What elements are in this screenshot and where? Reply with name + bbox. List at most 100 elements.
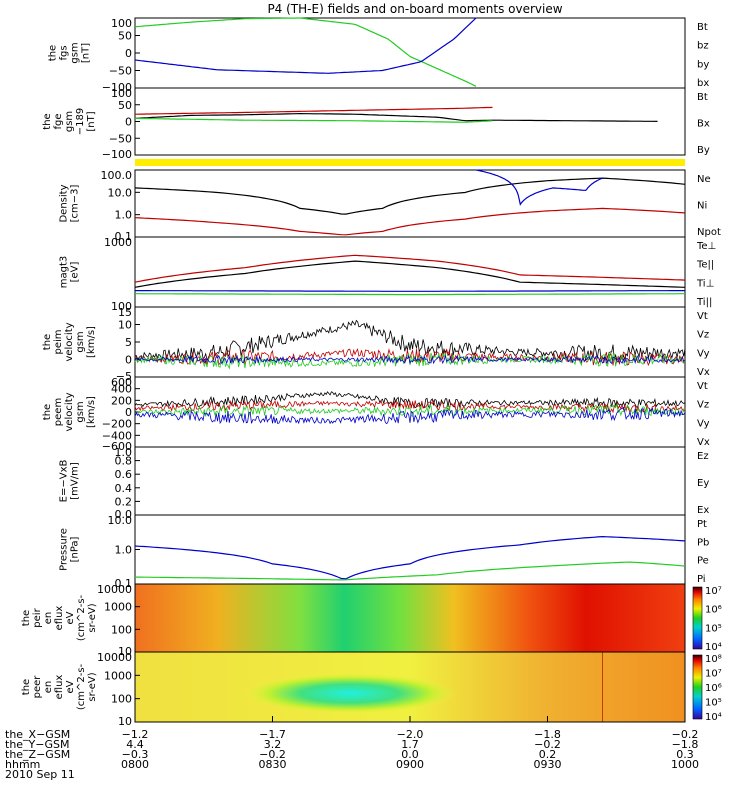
x-row-value: −0.2 bbox=[534, 738, 561, 751]
x-row-value: −0.2 bbox=[259, 748, 286, 761]
legend-entry: Ex bbox=[697, 505, 709, 516]
series-Te⊥ bbox=[134, 254, 686, 283]
y-tick-label: −400 bbox=[102, 429, 132, 442]
series-Ti⊥ bbox=[135, 290, 685, 292]
legend-entry: Vz bbox=[697, 330, 709, 341]
y-tick-label: 0.2 bbox=[115, 495, 133, 508]
y-tick-label: 1.0 bbox=[115, 446, 133, 459]
y-tick-label: 1000 bbox=[104, 236, 132, 249]
y-tick-label: −50 bbox=[109, 65, 132, 78]
panel-9: 10⁸ 10⁷ 10⁶ 10⁵ 10⁴ 10000 1000 100 10 thepeerenef… bbox=[21, 651, 722, 728]
y-axis-label: thefgsgsm[nT] bbox=[48, 42, 92, 63]
legend-entry: bz bbox=[697, 41, 709, 52]
legend-entry: Vx bbox=[697, 437, 710, 448]
y-tick-label: 0.8 bbox=[115, 455, 133, 468]
y-tick-label: 100.0 bbox=[101, 169, 133, 182]
y-tick-label: 0.4 bbox=[115, 482, 133, 495]
panel-8: 10⁷ 10⁶ 10⁵ 10⁴ 10000 1000 100 10 thepeireneflux… bbox=[21, 583, 722, 658]
legend-entry: Vt bbox=[697, 381, 708, 392]
y-tick-label: 200 bbox=[111, 394, 132, 407]
panel-frame bbox=[134, 236, 686, 308]
x-row-value: −1.2 bbox=[122, 728, 149, 741]
x-row-value: 0830 bbox=[259, 758, 287, 771]
y-tick-label: 10 bbox=[118, 715, 132, 728]
legend-entry: Npot bbox=[697, 227, 721, 238]
y-tick-label: 0.6 bbox=[115, 468, 133, 481]
y-tick-label: 10000 bbox=[97, 583, 132, 596]
y-tick-label: −200 bbox=[102, 418, 132, 431]
y-tick-label: 10000 bbox=[97, 651, 132, 664]
legend-entry: Ey bbox=[697, 478, 709, 489]
series-By bbox=[135, 117, 493, 123]
x-row-value: 4.4 bbox=[126, 738, 144, 751]
y-tick-label: 50 bbox=[118, 99, 132, 112]
colorbar-tick: 10⁵ bbox=[705, 623, 722, 634]
colorbar-tick: 10⁶ bbox=[705, 605, 722, 616]
y-axis-label: E=−VxB[mV/m] bbox=[59, 460, 81, 503]
y-tick-label: 100 bbox=[111, 17, 132, 30]
y-tick-label: −100 bbox=[102, 81, 132, 94]
y-tick-label: 15 bbox=[118, 306, 132, 319]
series-Vt bbox=[134, 319, 686, 362]
y-axis-label: Pressure[nPa] bbox=[59, 528, 81, 571]
x-row-value: −0.3 bbox=[122, 748, 149, 761]
y-tick-label: 400 bbox=[111, 383, 132, 396]
colorbar-tick: 10⁵ bbox=[705, 698, 722, 709]
y-axis-label: thepeerenefluxeV(cm^2-s-sr-eV) bbox=[21, 663, 98, 710]
y-tick-label: 0.0 bbox=[115, 508, 133, 521]
series-Ne bbox=[134, 207, 686, 236]
x-row-value: 3.2 bbox=[264, 738, 282, 751]
legend-entry: Vy bbox=[697, 348, 710, 359]
y-axis-label: Density[cm−3] bbox=[59, 184, 81, 222]
x-row-value: −1.8 bbox=[672, 738, 699, 751]
y-axis-label: thefgegsm−189[nT] bbox=[42, 108, 97, 135]
series-Pe bbox=[135, 561, 686, 581]
y-tick-label: 1.0 bbox=[115, 209, 133, 222]
y-tick-label: 5 bbox=[125, 336, 132, 349]
y-tick-label: 0.1 bbox=[115, 577, 133, 590]
panel-frame bbox=[134, 446, 686, 516]
y-axis-label: thepeimvelocitygsm[km/s] bbox=[42, 322, 97, 361]
legend-entry: Bx bbox=[697, 119, 710, 130]
x-row-label: the_X−GSM bbox=[5, 728, 70, 741]
legend-entry: By bbox=[697, 145, 710, 156]
x-row-label: the_Y−GSM bbox=[5, 738, 70, 751]
legend-entry: Pb bbox=[697, 537, 709, 548]
series-by bbox=[134, 17, 477, 87]
y-tick-label: 50 bbox=[118, 30, 132, 43]
x-row-value: 0.2 bbox=[539, 748, 557, 761]
series-Bx bbox=[135, 106, 493, 115]
legend-entry: Te|| bbox=[696, 260, 714, 271]
y-tick-label: 0.1 bbox=[115, 230, 133, 243]
electron-core bbox=[217, 661, 526, 720]
series-Ni bbox=[134, 177, 686, 215]
y-tick-label: 600 bbox=[111, 376, 132, 389]
legend-entry: Vy bbox=[697, 418, 710, 429]
colorbar-tick: 10⁴ bbox=[705, 712, 722, 723]
x-row-value: −2.0 bbox=[397, 728, 424, 741]
y-axis-label: thepeemvelocitygsm[km/s] bbox=[42, 392, 97, 431]
series-Ti|| bbox=[135, 293, 685, 296]
y-tick-label: 0 bbox=[125, 116, 132, 129]
y-tick-label: 1000 bbox=[104, 669, 132, 682]
legend-entry: Bt bbox=[697, 22, 708, 33]
legend-entry: Pi bbox=[697, 574, 706, 585]
y-tick-label: −600 bbox=[102, 440, 132, 453]
x-row-value: 1.7 bbox=[401, 738, 419, 751]
x-row-label: the_Z−GSM bbox=[5, 748, 70, 761]
y-tick-label: 1.0 bbox=[115, 544, 133, 557]
y-tick-label: 100 bbox=[111, 87, 132, 100]
y-tick-label: −5 bbox=[116, 370, 132, 383]
legend-entry: Ni bbox=[697, 201, 707, 212]
legend-entry: Ti|| bbox=[696, 297, 712, 308]
legend-entry: Ez bbox=[697, 451, 709, 462]
colorbar bbox=[692, 654, 703, 720]
colorbar-tick: 10⁶ bbox=[705, 683, 722, 694]
date-label: 2010 Sep 11 bbox=[5, 768, 75, 781]
colorbar bbox=[692, 586, 703, 650]
panel-frame bbox=[134, 169, 686, 238]
legend-entry: Vz bbox=[697, 400, 709, 411]
